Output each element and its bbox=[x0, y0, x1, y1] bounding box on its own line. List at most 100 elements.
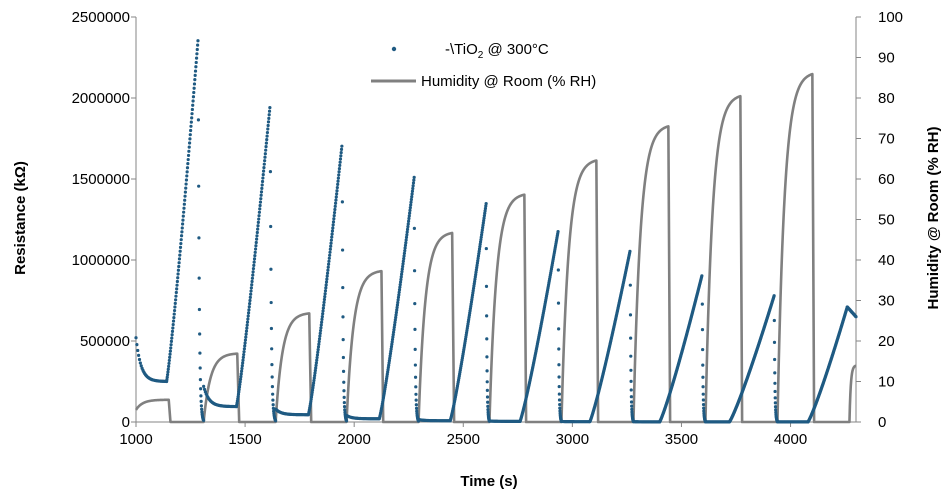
resistance-point bbox=[184, 178, 189, 182]
resistance-point bbox=[324, 283, 328, 287]
resistance-point bbox=[482, 218, 486, 223]
resistance-point bbox=[557, 363, 561, 367]
resistance-point bbox=[182, 206, 186, 210]
legend-resistance-subscript: 2 bbox=[478, 50, 484, 61]
resistance-point bbox=[259, 197, 263, 201]
resistance-point bbox=[334, 195, 338, 199]
resistance-point bbox=[314, 366, 318, 370]
resistance-point bbox=[173, 305, 177, 309]
resistance-point bbox=[139, 364, 143, 368]
resistance-point bbox=[405, 233, 409, 237]
resistance-point bbox=[137, 357, 142, 362]
y-left-tick-label: 1000000 bbox=[72, 252, 130, 269]
resistance-point bbox=[483, 206, 488, 211]
resistance-point bbox=[319, 323, 323, 327]
resistance-point bbox=[187, 145, 191, 149]
resistance-point bbox=[168, 349, 172, 353]
resistance-point bbox=[260, 179, 265, 184]
resistance-point bbox=[257, 214, 261, 218]
resistance-point bbox=[238, 380, 242, 384]
resistance-point bbox=[179, 241, 183, 246]
resistance-point bbox=[241, 355, 245, 359]
resistance-point bbox=[321, 312, 325, 316]
resistance-point bbox=[271, 398, 275, 402]
resistance-point bbox=[407, 219, 411, 223]
resistance-point bbox=[485, 337, 489, 341]
resistance-point bbox=[316, 345, 321, 349]
x-tick-label: 2000 bbox=[337, 431, 370, 448]
resistance-point bbox=[700, 274, 704, 278]
resistance-point bbox=[170, 333, 174, 337]
resistance-point bbox=[271, 403, 275, 407]
resistance-point bbox=[268, 106, 272, 110]
resistance-point bbox=[486, 408, 490, 412]
resistance-point bbox=[628, 313, 633, 317]
resistance-point bbox=[189, 128, 193, 133]
resistance-point bbox=[327, 262, 331, 266]
y-right-tick-label: 0 bbox=[878, 414, 886, 431]
resistance-point bbox=[187, 141, 192, 145]
resistance-point bbox=[253, 254, 257, 258]
resistance-point bbox=[557, 347, 561, 351]
resistance-point bbox=[481, 221, 485, 225]
resistance-point bbox=[312, 378, 316, 383]
resistance-point bbox=[701, 347, 705, 352]
resistance-point bbox=[248, 295, 252, 299]
resistance-point bbox=[331, 226, 335, 230]
resistance-point bbox=[700, 302, 704, 306]
resistance-point bbox=[403, 246, 407, 250]
resistance-point bbox=[174, 298, 178, 302]
resistance-point bbox=[258, 203, 262, 208]
resistance-point bbox=[338, 157, 343, 161]
resistance-point bbox=[482, 214, 486, 218]
resistance-point bbox=[324, 286, 328, 290]
resistance-point bbox=[394, 315, 398, 320]
resistance-point bbox=[198, 351, 202, 355]
resistance-point bbox=[199, 387, 203, 391]
resistance-point bbox=[265, 138, 269, 142]
resistance-point bbox=[171, 319, 176, 323]
resistance-point bbox=[338, 160, 342, 164]
resistance-point bbox=[256, 224, 260, 228]
resistance-point bbox=[412, 226, 416, 230]
resistance-point bbox=[485, 380, 489, 384]
resistance-point bbox=[393, 318, 397, 322]
resistance-point bbox=[315, 353, 320, 357]
resistance-point bbox=[198, 332, 202, 336]
resistance-point bbox=[249, 286, 253, 290]
resistance-point bbox=[405, 227, 410, 231]
resistance-point bbox=[249, 289, 253, 293]
resistance-point bbox=[486, 404, 490, 408]
resistance-point bbox=[271, 392, 275, 396]
x-axis-title: Time (s) bbox=[460, 473, 517, 490]
resistance-point bbox=[478, 240, 483, 244]
resistance-point bbox=[344, 419, 349, 423]
resistance-point bbox=[264, 148, 268, 152]
resistance-point bbox=[323, 295, 327, 299]
resistance-point bbox=[249, 292, 253, 296]
resistance-point bbox=[179, 234, 184, 238]
resistance-point bbox=[341, 355, 345, 360]
x-tick-label: 3000 bbox=[556, 431, 589, 448]
resistance-point bbox=[773, 396, 777, 400]
resistance-point bbox=[252, 257, 257, 261]
resistance-point bbox=[629, 336, 633, 340]
resistance-point bbox=[199, 404, 203, 408]
resistance-point bbox=[629, 388, 633, 392]
resistance-point bbox=[315, 355, 319, 360]
resistance-point bbox=[251, 273, 255, 277]
resistance-point bbox=[342, 380, 346, 384]
resistance-point bbox=[312, 381, 316, 385]
resistance-point bbox=[404, 235, 409, 239]
resistance-point bbox=[328, 250, 332, 254]
resistance-point bbox=[243, 341, 247, 345]
resistance-point bbox=[410, 195, 414, 199]
resistance-point bbox=[392, 325, 396, 329]
resistance-point bbox=[701, 363, 705, 367]
resistance-point bbox=[192, 82, 197, 86]
resistance-point bbox=[180, 226, 184, 230]
x-tick-label: 1000 bbox=[119, 431, 152, 448]
resistance-point bbox=[187, 149, 191, 153]
x-tick-label: 3500 bbox=[665, 431, 698, 448]
resistance-point bbox=[165, 377, 169, 382]
